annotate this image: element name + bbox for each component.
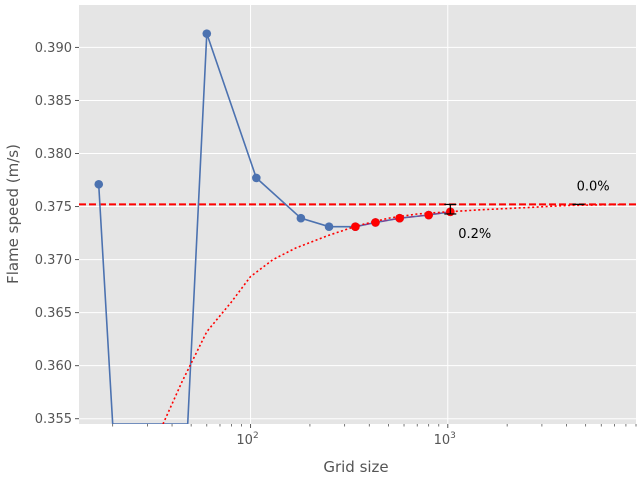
y-tick-label: 0.390 — [35, 41, 72, 56]
solution-point — [94, 179, 104, 189]
solution-point — [252, 173, 261, 183]
plot-area — [79, 29, 636, 424]
solution-point — [324, 222, 334, 231]
percentage-annotation: 0.2% — [458, 227, 491, 242]
minor-x-ticks — [112, 424, 637, 427]
x-axis: 102 103 — [236, 424, 456, 448]
y-tick-label: 0.365 — [35, 306, 72, 321]
y-tick-label: 0.360 — [35, 359, 72, 374]
percentage-annotation: 0.0% — [577, 179, 610, 194]
solution-point — [202, 29, 212, 38]
annotations: 0.2% 0.0% — [458, 179, 609, 242]
fit-point — [395, 213, 404, 223]
data-series — [79, 29, 636, 424]
y-tick-label: 0.375 — [35, 200, 72, 215]
fit-point — [424, 210, 433, 220]
y-tick-label: 0.370 — [35, 253, 72, 268]
x-tick-label: 102 — [236, 431, 258, 448]
y-tick-label: 0.380 — [35, 147, 72, 162]
y-tick-label: 0.385 — [35, 94, 72, 109]
fit-point — [371, 218, 380, 227]
plot-background — [79, 5, 636, 424]
error-bar — [444, 203, 457, 215]
x-axis-label: Grid size — [323, 458, 388, 476]
y-axis-label: Flame speed (m/s) — [4, 144, 22, 284]
y-axis: 0.355 0.360 0.365 0.370 0.375 0.380 0.385 0.390 — [35, 41, 79, 427]
x-tick-label: 103 — [434, 431, 456, 448]
y-tick-label: 0.355 — [35, 412, 72, 427]
grid-lines — [79, 5, 636, 424]
solution-point — [296, 213, 306, 223]
